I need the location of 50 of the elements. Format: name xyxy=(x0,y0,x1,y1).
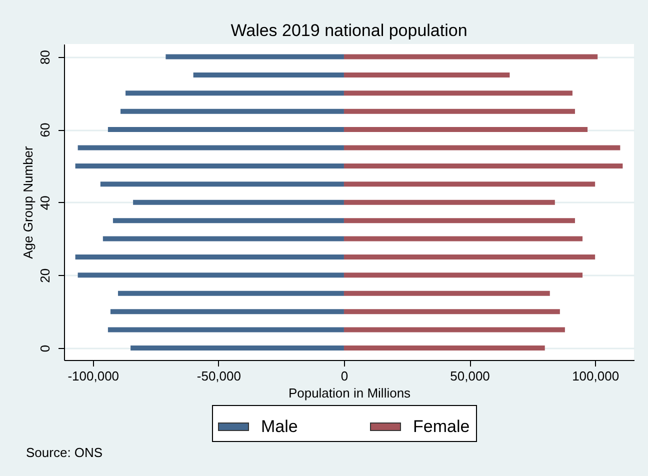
x-tick-label: 50,000 xyxy=(450,368,490,384)
x-tick-label: 0 xyxy=(340,368,348,384)
y-tick-label: 80 xyxy=(38,50,52,64)
y-tick-label: 40 xyxy=(38,196,52,210)
bar xyxy=(344,309,560,314)
x-tick-label: -100,000 xyxy=(68,368,120,384)
bar xyxy=(344,90,572,96)
bar xyxy=(344,182,596,187)
bar xyxy=(344,272,583,278)
bar xyxy=(75,163,344,168)
x-axis-title: Population in Millions xyxy=(288,386,412,400)
bar xyxy=(75,254,344,260)
x-tick-label: -50,000 xyxy=(196,368,241,384)
bar xyxy=(78,272,344,278)
bar xyxy=(344,236,583,242)
x-tick-label: 100,000 xyxy=(572,368,620,384)
y-tick-label: 0 xyxy=(38,344,52,352)
bar xyxy=(344,72,510,78)
legend-label: Male xyxy=(261,416,298,436)
bar xyxy=(166,54,344,60)
bar xyxy=(344,145,620,150)
bar xyxy=(344,108,575,114)
bar xyxy=(344,254,596,260)
bar xyxy=(344,327,565,332)
bar xyxy=(102,236,344,242)
bar xyxy=(344,290,550,296)
chart-title: Wales 2019 national population xyxy=(230,21,468,40)
bar xyxy=(112,218,344,224)
y-tick-label: 60 xyxy=(38,122,52,138)
y-axis-title: Age Group Number xyxy=(20,145,36,259)
y-tick-label: 20 xyxy=(38,268,52,283)
bar xyxy=(133,200,344,205)
bar xyxy=(108,127,344,132)
bar xyxy=(110,309,344,314)
bar xyxy=(130,345,344,350)
legend-label: Female xyxy=(413,416,470,436)
bar xyxy=(344,218,575,224)
bar xyxy=(344,54,598,60)
bar xyxy=(344,200,555,205)
bar xyxy=(344,345,545,350)
bar xyxy=(118,290,344,296)
bar xyxy=(126,90,344,96)
bar xyxy=(78,145,344,150)
source-note: Source: ONS xyxy=(26,445,103,460)
bar xyxy=(120,108,344,114)
bar xyxy=(100,182,344,187)
bar xyxy=(108,327,344,332)
bar xyxy=(344,127,588,132)
bar xyxy=(193,72,344,78)
bar xyxy=(344,163,623,168)
